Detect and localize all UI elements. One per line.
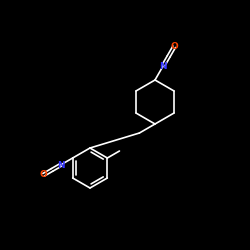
- Text: N: N: [57, 160, 64, 170]
- Text: N: N: [159, 62, 167, 71]
- Text: O: O: [40, 170, 48, 179]
- Text: O: O: [170, 42, 178, 51]
